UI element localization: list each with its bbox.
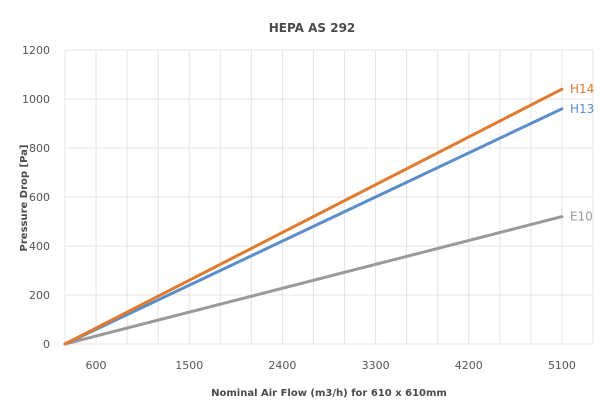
chart-title: HEPA AS 292 — [269, 21, 356, 35]
y-axis-label: Pressure Drop [Pa] — [19, 145, 30, 252]
x-tick-label: 2400 — [268, 359, 296, 372]
x-tick-label: 4200 — [455, 359, 483, 372]
series-lines — [63, 87, 564, 346]
series-label-h14: H14 — [570, 82, 594, 96]
y-tick-label: 1200 — [22, 44, 50, 57]
y-tick-label: 600 — [29, 191, 50, 204]
series-label-h13: H13 — [570, 102, 594, 116]
series-line-h13 — [63, 107, 564, 346]
y-tick-label: 1000 — [22, 93, 50, 106]
series-line-e10 — [63, 215, 564, 346]
y-tick-label: 800 — [29, 142, 50, 155]
x-axis-label: Nominal Air Flow (m3/h) for 610 x 610mm — [211, 388, 447, 399]
x-tick-labels: 600 1500 2400 3300 4200 5100 — [86, 359, 576, 372]
series-labels: H14 H13 E10 — [570, 82, 594, 223]
y-tick-label: 200 — [29, 289, 50, 302]
x-tick-label: 3300 — [362, 359, 390, 372]
y-tick-label: 400 — [29, 240, 50, 253]
x-tick-label: 1500 — [175, 359, 203, 372]
x-tick-label: 600 — [86, 359, 107, 372]
y-tick-labels: 0 200 400 600 800 1000 1200 — [22, 44, 50, 351]
grid — [64, 49, 594, 345]
series-line-h14 — [63, 87, 564, 346]
y-tick-label: 0 — [43, 338, 50, 351]
series-label-e10: E10 — [570, 210, 593, 224]
x-tick-label: 5100 — [548, 359, 576, 372]
